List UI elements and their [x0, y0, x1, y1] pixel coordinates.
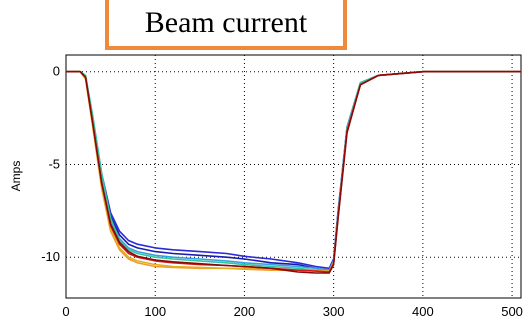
- x-tick-label: 300: [323, 304, 345, 319]
- y-tick-label: -5: [48, 156, 60, 171]
- x-tick-label: 200: [234, 304, 256, 319]
- x-tick-labels: 0 100 200 300 400 500: [62, 304, 523, 319]
- chart-title: Beam current: [144, 6, 308, 39]
- series-line-7: [66, 70, 521, 274]
- grid-lines: [66, 55, 521, 298]
- x-tick-label: 100: [144, 304, 166, 319]
- y-tick-label: -10: [41, 249, 60, 264]
- x-tick-label: 500: [501, 304, 523, 319]
- y-axis-label: Amps: [9, 161, 23, 192]
- x-tick-label: 400: [412, 304, 434, 319]
- chart-title-box: Beam current: [105, 0, 347, 50]
- y-tick-label: 0: [53, 64, 60, 79]
- x-tick-label: 0: [62, 304, 69, 319]
- series-lines: [66, 70, 521, 274]
- y-tick-labels: 0 -5 -10: [41, 64, 60, 264]
